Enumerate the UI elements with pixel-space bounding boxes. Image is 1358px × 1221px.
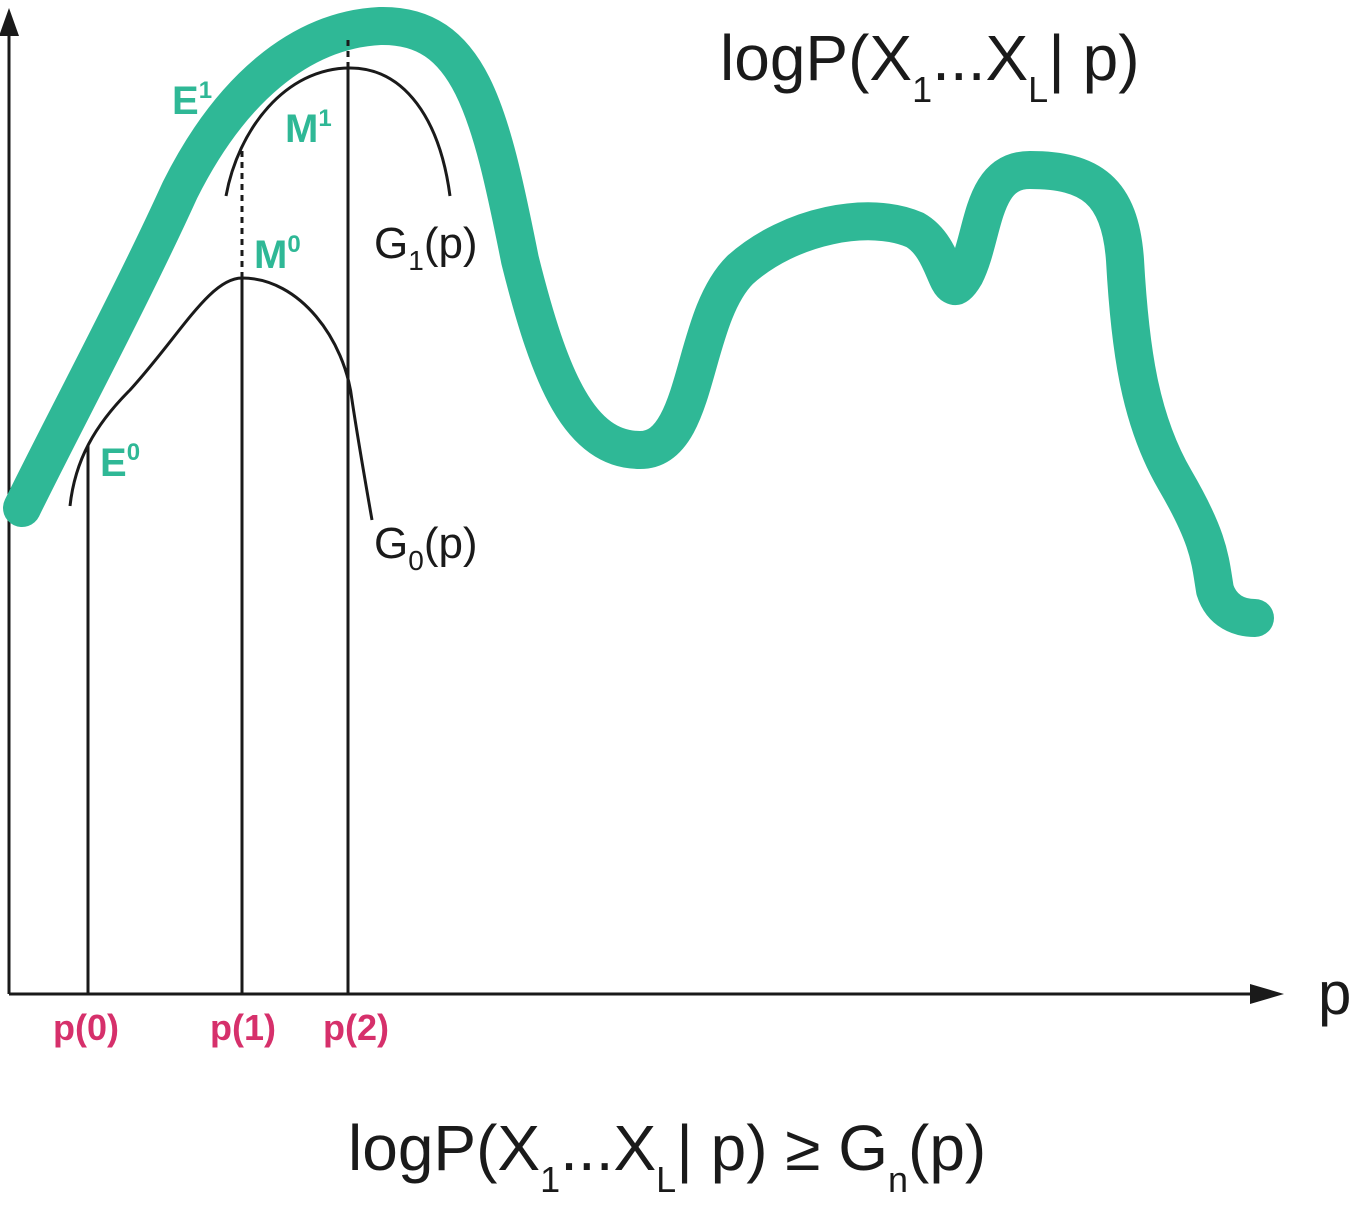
top-formula: logP(X1...XL| p) [720, 22, 1140, 110]
g1-label: G1(p) [374, 219, 478, 276]
m1-label: M1 [285, 105, 332, 151]
log-likelihood-curve [3, 6, 1274, 637]
tick-label-p1: p(1) [210, 1007, 276, 1048]
y-axis-arrow [0, 8, 19, 36]
m0-label: M0 [254, 231, 301, 277]
x-axis-label: p [1318, 960, 1351, 1027]
g1-curve [224, 66, 452, 197]
e1-label: E1 [172, 77, 212, 123]
e0-label: E0 [100, 439, 140, 485]
tick-label-p2: p(2) [323, 1007, 389, 1048]
g0-label: G0(p) [374, 519, 478, 576]
bottom-formula: logP(X1...XL| p) ≥ Gn(p) [348, 1112, 986, 1200]
tick-label-p0: p(0) [53, 1007, 119, 1048]
x-axis-arrow [1250, 984, 1284, 1004]
